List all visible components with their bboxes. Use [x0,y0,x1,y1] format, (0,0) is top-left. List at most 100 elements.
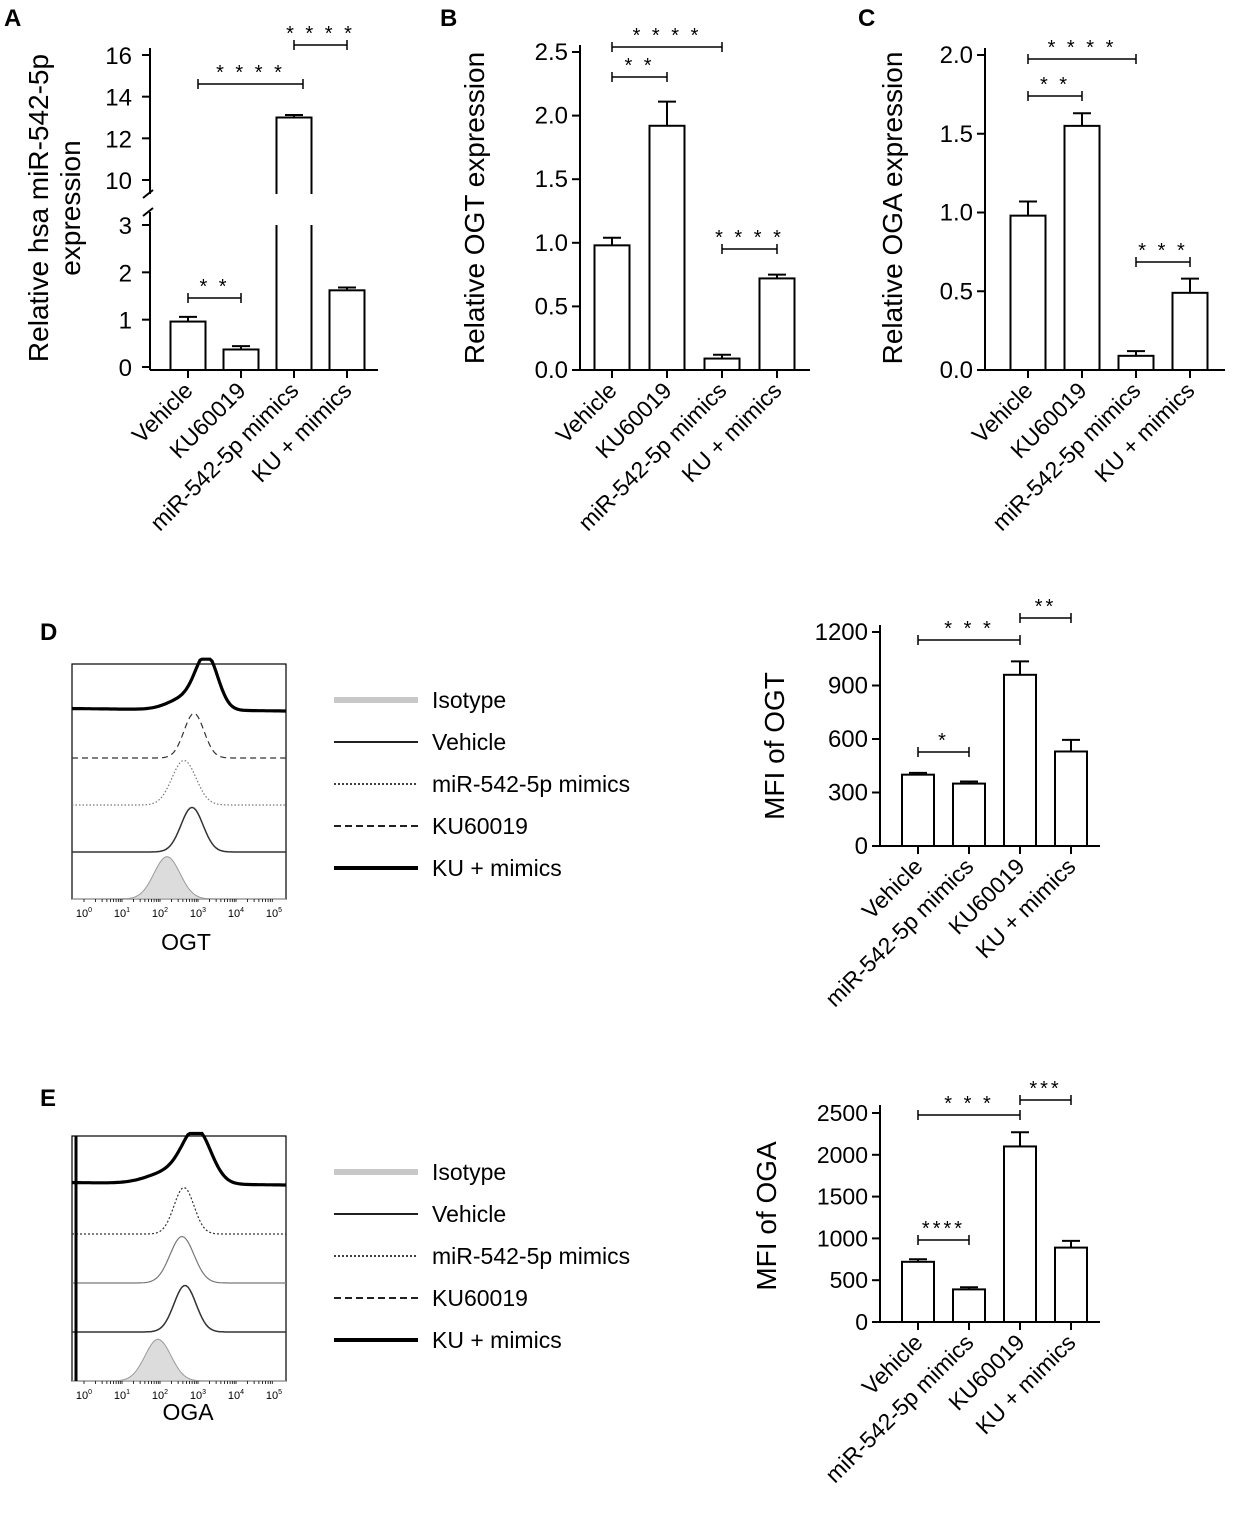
legend-e-label-2: miR-542-5p mimics [432,1243,630,1269]
panel-letter-d: D [40,619,57,646]
histogram-e-isotype-curve [72,1338,286,1382]
chart-a-ylabel-line1: Relative hsa miR-542-5p [23,54,54,362]
chart-e-bar-2 [1003,1145,1037,1323]
legend-e-label-0: Isotype [432,1159,506,1185]
chart-e-bar-0 [901,1260,935,1323]
chart-a-sig-label-2: * * * * [286,23,355,45]
histogram-e: 100 101 102 103 104 105 OGA [71,1131,287,1425]
chart-e: MFI of OGA 05001000150020002500Vehiclemi… [751,1078,1100,1488]
chart-a-ytick-label-upper-2: 14 [105,85,132,112]
histogram-d-tick-label-1: 101 [114,907,130,920]
chart-e-bar-1 [952,1288,986,1323]
histogram-d-tick-label-4: 104 [228,907,244,920]
chart-d-sig-label-0: * [938,730,949,752]
chart-a-bar-upper-2 [275,116,313,194]
chart-e-bar-3 [1054,1246,1088,1323]
chart-e-ytick-label-3: 1500 [817,1184,868,1210]
chart-d-ytick-label-0: 0 [855,833,868,860]
chart-d-ytick-label-4: 1200 [815,619,868,646]
chart-b-ylabel: Relative OGT expression [459,52,490,364]
chart-e-sig-label-1: * * * [944,1093,993,1115]
histogram-e-curve-1 [72,1186,286,1235]
chart-c-bar-0 [1009,214,1047,371]
chart-e-sig-label-2: *** [1029,1078,1061,1100]
histogram-e-tick-exponent-0: 0 [88,1389,92,1396]
histogram-d-isotype-curve [72,856,286,900]
histogram-d: 100 101 102 103 104 105 OGT [71,657,287,955]
legend-e-label-4: KU + mimics [432,1327,562,1353]
chart-c-sig-label-1: * * * * [1048,37,1117,59]
histogram-e-tick-exponent-1: 1 [126,1389,130,1396]
chart-b-sig-label-0: * * [624,55,654,77]
chart-d-bar-1 [952,782,986,847]
chart-b-sig-label-2: * * * * [715,227,784,249]
legend-d-label-1: Vehicle [432,729,506,755]
histogram-e-tick-exponent-3: 3 [202,1389,206,1396]
chart-c-bar-1 [1063,124,1101,371]
histogram-e-tick-label-3: 103 [190,1389,206,1402]
histogram-e-tick-label-4: 104 [228,1389,244,1402]
chart-e-sig-label-0: **** [922,1218,965,1240]
chart-a-ytick-label-lower-3: 3 [119,213,132,240]
chart-a-ytick-label-lower-0: 0 [119,355,132,382]
histogram-d-tick-exponent-4: 4 [240,907,244,914]
histogram-d-curve-0 [71,657,286,713]
chart-b-ytick-label-1: 0.5 [535,293,568,320]
histogram-d-tick-exponent-0: 0 [88,907,92,914]
chart-c-sig-label-2: * * * [1138,240,1187,262]
chart-b-bar-0 [593,244,631,371]
histogram-d-tick-label-5: 105 [266,907,282,920]
chart-a-ytick-label-upper-1: 12 [105,126,132,153]
legend-d-label-4: KU + mimics [432,855,562,881]
histogram-e-curve-0 [71,1131,286,1187]
chart-b-ytick-label-4: 2.0 [535,103,568,130]
chart-a-ytick-label-upper-3: 16 [105,43,132,70]
histogram-d-frame [71,663,287,900]
chart-a-sig-label-0: * * [199,276,229,298]
chart-d-sig-label-1: * * * [944,618,993,640]
chart-a-ylabel-line2: expression [55,140,86,275]
chart-d: MFI of OGT 03006009001200VehiclemiR-542-… [759,596,1100,1012]
histogram-e-xlabel: OGA [162,1399,214,1425]
chart-c: Relative OGA expression 0.00.51.01.52.0V… [877,37,1225,536]
chart-d-bar-2 [1003,673,1037,847]
histogram-d-curve-2 [72,759,286,806]
chart-e-ylabel: MFI of OGA [751,1141,782,1291]
chart-a-bar-lower-2 [275,225,313,370]
legend-d: Isotype Vehicle miR-542-5p mimics KU60019 KU… [334,687,630,881]
chart-c-ytick-label-1: 0.5 [940,278,973,305]
histogram-d-tick-label-3: 103 [190,907,206,920]
chart-d-bar-3 [1054,750,1088,848]
chart-b-ytick-label-2: 1.0 [535,230,568,257]
histogram-e-tick-label-5: 105 [266,1389,282,1402]
chart-d-ytick-label-3: 900 [828,673,868,700]
chart-d-bar-0 [901,773,935,848]
chart-b-ytick-label-0: 0.0 [535,357,568,384]
histogram-d-tick-label-2: 102 [152,907,168,920]
legend-d-label-2: miR-542-5p mimics [432,771,630,797]
chart-d-ytick-label-1: 300 [828,780,868,807]
histogram-e-tick-exponent-5: 5 [278,1389,282,1396]
histogram-d-tick-label-0: 100 [76,907,92,920]
histogram-d-tick-exponent-2: 2 [164,907,168,914]
chart-d-sig-label-2: ** [1035,596,1057,618]
panel-letter-b: B [440,5,457,32]
chart-c-ylabel: Relative OGA expression [877,52,908,365]
histogram-d-tick-exponent-5: 5 [278,907,282,914]
chart-c-ytick-label-4: 2.0 [940,42,973,69]
histogram-e-tick-exponent-4: 4 [240,1389,244,1396]
legend-d-label-0: Isotype [432,687,506,713]
panel-letter-c: C [858,5,875,32]
histogram-d-curve-1 [72,712,286,759]
chart-e-ytick-label-5: 2500 [817,1100,868,1126]
chart-b: Relative OGT expression 0.0 0.5 1.0 1.5 2.0 2… [459,25,810,536]
chart-e-ytick-label-4: 2000 [817,1142,868,1168]
panel-letter-e: E [40,1085,56,1112]
panel-letter-a: A [4,5,21,32]
legend-e-label-3: KU60019 [432,1285,528,1311]
histogram-d-xlabel: OGT [161,929,211,955]
chart-b-ytick-label-5: 2.5 [535,39,568,66]
chart-b-bar-2 [703,357,741,372]
histogram-e-tick-label-0: 100 [76,1389,92,1402]
